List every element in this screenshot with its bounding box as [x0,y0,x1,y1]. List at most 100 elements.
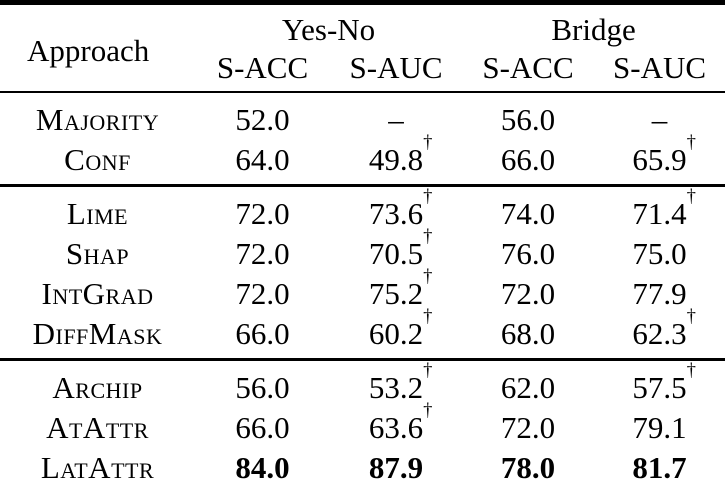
metric-value: 63.6 † [368,399,433,445]
dagger-icon: † [423,185,433,207]
approach-cell: AtAttr [46,409,149,445]
metric-value: 81.7 [632,449,687,485]
table-row: AtAttr 66.0 63.6 † 72.0 79.1 [0,399,725,448]
table-row: Conf 64.0 49.8 † 66.0 65.9 † [0,131,725,186]
metric-value: 72.0 [235,275,290,311]
table-row: Majority 52.0 – 56.0 – [0,92,725,140]
dagger-icon: † [423,399,433,421]
value-cell: 72.0 [195,234,330,274]
subcolumn-bridge-sauc: S-AUC [613,49,707,85]
metric-value: 72.0 [235,195,290,231]
approach-cell: Majority [35,101,160,137]
metric-value: 79.1 [632,409,687,445]
metric-value: 64.0 [235,141,290,177]
value-cell: 57.5 † [594,360,725,409]
value-cell: 66.0 [462,140,594,186]
metric-value: 62.0 [500,369,556,405]
value-cell: 56.0 [462,92,594,140]
table-group-1: Majority 52.0 – 56.0 – Conf 64.0 49.8 † 66.0 65.9 † [0,92,725,186]
column-group-bridge: Bridge [551,11,636,47]
dagger-icon: † [686,131,696,153]
value-cell: 70.5 † [330,225,462,274]
metric-value: 70.5 † [368,225,433,271]
metric-value: 72.0 [500,275,556,311]
approach-column-header: Approach [27,32,150,68]
approach-cell: DiffMask [32,315,163,351]
value-cell: 72.0 [195,186,330,235]
metric-value: – [651,101,668,137]
value-cell: 62.3 † [594,305,725,360]
metric-value: 84.0 [235,449,290,485]
value-cell: – [594,92,725,140]
table-group-3: Archip 56.0 53.2 † 62.0 57.5 † AtAttr 66.0 63.6 † 7… [0,359,725,488]
value-cell: 71.4 † [594,186,725,235]
table-row: Lime 72.0 73.6 † 74.0 71.4 † [0,186,725,235]
approach-cell: LatAttr [40,449,155,485]
value-cell: 75.2 † [330,265,462,314]
value-cell: 73.6 † [330,186,462,235]
metric-value: – [388,101,404,137]
header-group-row: Approach Yes-No Bridge [0,3,725,68]
column-group-yes-no: Yes-No [281,11,376,47]
metric-value: 72.0 [235,235,290,271]
metric-value: 57.5 † [632,359,696,405]
value-cell: 87.9 [330,448,462,488]
value-cell: 63.6 † [330,399,462,448]
dagger-icon: † [423,359,433,381]
table-row: Shap 72.0 70.5 † 76.0 75.0 [0,225,725,274]
dagger-icon: † [686,185,696,207]
value-cell: 53.2 † [330,360,462,409]
value-cell: 72.0 [462,408,594,448]
value-cell: 77.9 [594,274,725,314]
metric-value: 65.9 † [632,131,696,177]
table-row: DiffMask 66.0 60.2 † 68.0 62.3 † [0,305,725,360]
metric-value: 66.0 [235,315,290,351]
header-subcolumn-row: S-ACC S-AUC S-ACC S-AUC [0,49,725,92]
metric-value: 60.2 † [368,305,433,351]
dagger-icon: † [423,305,433,327]
table-header: Approach Yes-No Bridge S-ACC S-AUC S-ACC… [0,3,725,92]
value-cell: 72.0 [195,274,330,314]
value-cell: 68.0 [462,314,594,360]
dagger-icon: † [423,265,433,287]
metric-value: 87.9 [368,449,424,485]
metric-value: 72.0 [500,409,556,445]
dagger-icon: † [686,359,696,381]
value-cell: 79.1 [594,408,725,448]
value-cell: 66.0 [195,314,330,360]
dagger-icon: † [423,131,433,153]
metric-value: 75.2 † [368,265,433,311]
value-cell: 84.0 [195,448,330,488]
metric-value: 66.0 [235,409,290,445]
approach-cell: Lime [66,195,129,231]
table-row: Archip 56.0 53.2 † 62.0 57.5 † [0,360,725,409]
subcolumn-yesno-sacc: S-ACC [216,49,309,85]
value-cell: 72.0 [462,274,594,314]
value-cell: 56.0 [195,360,330,409]
value-cell: 76.0 [462,234,594,274]
table-row: LatAttr 84.0 87.9 78.0 81.7 [0,448,725,488]
value-cell: 60.2 † [330,305,462,360]
approach-cell: Shap [65,235,130,271]
approach-cell: Archip [52,369,143,405]
value-cell: 65.9 † [594,131,725,186]
value-cell: 75.0 [594,234,725,274]
value-cell: 74.0 [462,186,594,235]
approach-cell: IntGrad [41,275,154,311]
metric-value: 66.0 [500,141,556,177]
metric-value: 75.0 [632,235,687,271]
metric-value: 76.0 [500,235,556,271]
value-cell: 62.0 [462,360,594,409]
subcolumn-bridge-sacc: S-ACC [482,49,574,85]
value-cell: 66.0 [195,408,330,448]
metric-value: 62.3 † [632,305,696,351]
value-cell: 49.8 † [330,131,462,186]
approach-cell: Conf [64,141,131,177]
table-group-2: Lime 72.0 73.6 † 74.0 71.4 † Shap 72.0 70.5 † 76.0 7… [0,185,725,360]
metric-value: 68.0 [500,315,556,351]
value-cell: 78.0 [462,448,594,488]
metric-value: 49.8 † [368,131,433,177]
table-row: IntGrad 72.0 75.2 † 72.0 77.9 [0,265,725,314]
dagger-icon: † [686,305,696,327]
